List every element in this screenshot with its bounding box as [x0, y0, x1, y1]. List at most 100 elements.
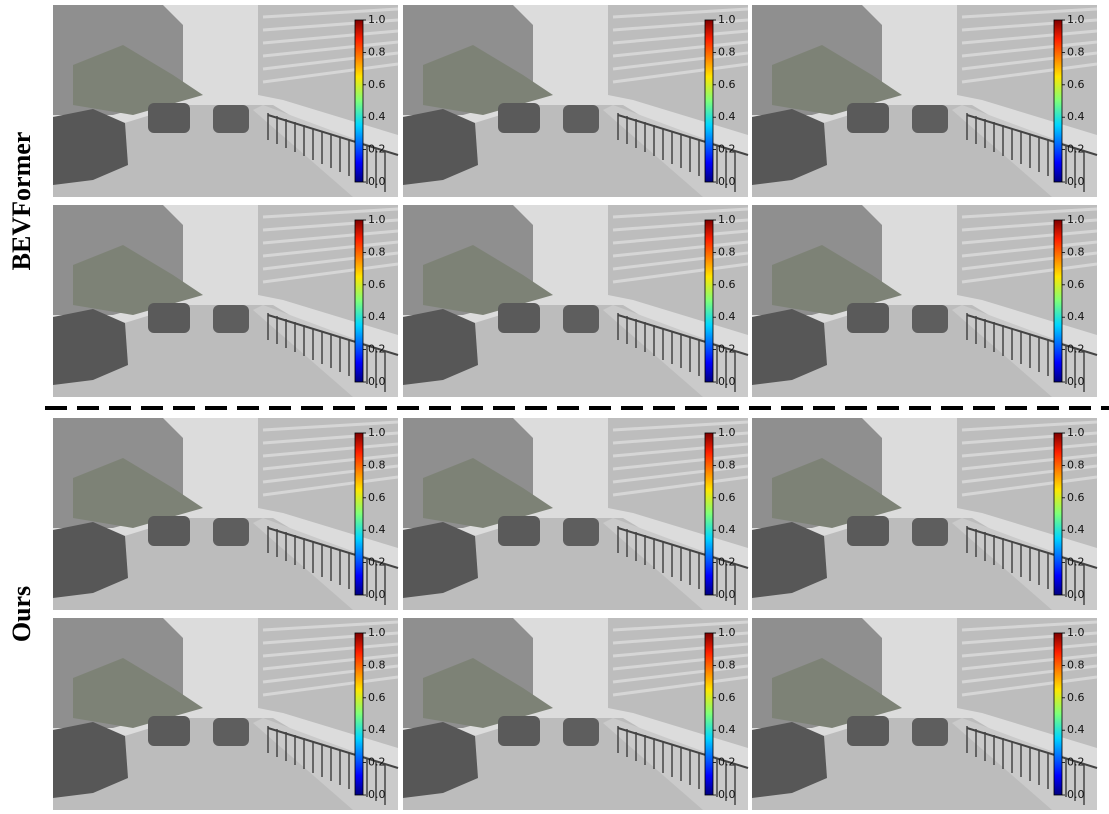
colorbar	[1054, 433, 1062, 595]
colorbar-tick-label: 0.6	[1067, 278, 1085, 291]
car	[213, 718, 249, 746]
image-panel: 0.00.20.40.60.81.0	[53, 418, 398, 610]
colorbar-tick-label: 0.2	[718, 143, 736, 156]
colorbar-tick-label: 0.4	[1067, 110, 1085, 123]
colorbar-tick-label: 0.6	[368, 78, 386, 91]
colorbar-tick-label: 0.0	[718, 375, 736, 388]
image-panel: 0.0 0.2 0.4 0.6 0.8 1.0	[403, 205, 748, 397]
colorbar-tick-label: 0.6	[718, 278, 736, 291]
colorbar-tick-label: 0.4	[368, 723, 386, 736]
colorbar-tick-label: 1.0	[718, 626, 736, 639]
colorbar-tick-label: 0.4	[1067, 523, 1085, 536]
colorbar-tick-label: 1.0	[718, 213, 736, 226]
car	[148, 716, 190, 746]
car	[847, 716, 889, 746]
colorbar	[355, 20, 363, 182]
image-panel: 0.00.20.40.60.81.0	[53, 618, 398, 810]
colorbar	[705, 433, 713, 595]
car	[213, 105, 249, 133]
colorbar-tick-label: 1.0	[1067, 13, 1085, 26]
image-panel: 0.00.20.40.60.81.0	[752, 205, 1097, 397]
car	[213, 305, 249, 333]
colorbar	[355, 433, 363, 595]
colorbar-tick-label: 0.6	[718, 78, 736, 91]
image-panel: 0.00.20.40.60.81.0	[403, 418, 748, 610]
car	[148, 516, 190, 546]
figure: 0.0 0.2 0.4 0.6 0.8 1.0 0.0 0.2 0.4 0.6 0.8 1.0 0.0 0…	[0, 0, 1109, 814]
colorbar-tick-label: 1.0	[368, 626, 386, 639]
car	[847, 103, 889, 133]
colorbar-tick-label: 0.2	[1067, 343, 1085, 356]
colorbar-tick-label: 0.0	[1067, 588, 1085, 601]
car	[912, 718, 948, 746]
colorbar-tick-label: 0.8	[1067, 458, 1085, 471]
car	[563, 305, 599, 333]
colorbar-tick-label: 0.8	[1067, 658, 1085, 671]
image-panel: 0.0 0.2 0.4 0.6 0.8 1.0	[752, 618, 1097, 810]
colorbar	[355, 633, 363, 795]
colorbar-tick-label: 0.4	[368, 310, 386, 323]
colorbar-tick-label: 0.8	[368, 245, 386, 258]
colorbar-tick-label: 0.4	[718, 110, 736, 123]
colorbar-tick-label: 0.0	[368, 175, 386, 188]
colorbar-tick-label: 0.4	[1067, 723, 1085, 736]
colorbar-tick-label: 1.0	[368, 426, 386, 439]
image-panel: 0.0 0.2 0.4 0.6 0.8 1.0	[403, 5, 748, 197]
colorbar	[1054, 633, 1062, 795]
colorbar-tick-label: 0.4	[718, 723, 736, 736]
colorbar-tick-label: 0.0	[718, 588, 736, 601]
car	[912, 518, 948, 546]
car	[148, 103, 190, 133]
colorbar-tick-label: 1.0	[718, 13, 736, 26]
car	[498, 303, 540, 333]
colorbar-tick-label: 0.2	[1067, 756, 1085, 769]
colorbar-tick-label: 0.8	[368, 458, 386, 471]
colorbar-tick-label: 0.6	[368, 278, 386, 291]
colorbar-tick-label: 0.2	[368, 143, 386, 156]
colorbar-tick-label: 0.0	[368, 788, 386, 801]
colorbar-tick-label: 0.2	[368, 756, 386, 769]
colorbar-tick-label: 0.0	[1067, 788, 1085, 801]
colorbar	[1054, 20, 1062, 182]
car	[498, 716, 540, 746]
car	[148, 303, 190, 333]
colorbar	[355, 220, 363, 382]
image-panel: 0.0 0.2 0.4 0.6 0.8 1.0	[53, 5, 398, 197]
colorbar-tick-label: 0.2	[368, 343, 386, 356]
colorbar	[705, 20, 713, 182]
colorbar-tick-label: 0.6	[368, 691, 386, 704]
colorbar-tick-label: 0.8	[1067, 45, 1085, 58]
image-panel: 0.00.20.40.60.81.0	[752, 418, 1097, 610]
colorbar-tick-label: 0.6	[1067, 78, 1085, 91]
group-label: BEVFormer	[7, 132, 36, 271]
colorbar-tick-label: 0.4	[718, 523, 736, 536]
colorbar-tick-label: 0.2	[718, 343, 736, 356]
car	[912, 105, 948, 133]
colorbar-tick-label: 0.4	[368, 110, 386, 123]
colorbar-tick-label: 0.8	[718, 245, 736, 258]
colorbar-tick-label: 1.0	[1067, 213, 1085, 226]
car	[498, 103, 540, 133]
colorbar-tick-label: 0.6	[1067, 691, 1085, 704]
colorbar-tick-label: 0.0	[718, 175, 736, 188]
colorbar-tick-label: 1.0	[1067, 626, 1085, 639]
colorbar-tick-label: 0.4	[1067, 310, 1085, 323]
car	[498, 516, 540, 546]
car	[847, 516, 889, 546]
colorbar-tick-label: 0.6	[1067, 491, 1085, 504]
colorbar-tick-label: 0.8	[718, 458, 736, 471]
colorbar-tick-label: 0.8	[1067, 245, 1085, 258]
colorbar-tick-label: 0.8	[718, 45, 736, 58]
colorbar-tick-label: 0.2	[368, 556, 386, 569]
car	[912, 305, 948, 333]
colorbar-tick-label: 1.0	[1067, 426, 1085, 439]
colorbar-tick-label: 0.0	[368, 375, 386, 388]
colorbar-tick-label: 0.0	[718, 788, 736, 801]
colorbar-tick-label: 0.4	[718, 310, 736, 323]
colorbar-tick-label: 1.0	[368, 213, 386, 226]
colorbar-tick-label: 0.8	[368, 45, 386, 58]
colorbar-tick-label: 0.8	[718, 658, 736, 671]
colorbar-tick-label: 0.0	[1067, 175, 1085, 188]
colorbar-tick-label: 1.0	[368, 13, 386, 26]
image-panel: 0.00.20.40.60.81.0	[403, 618, 748, 810]
